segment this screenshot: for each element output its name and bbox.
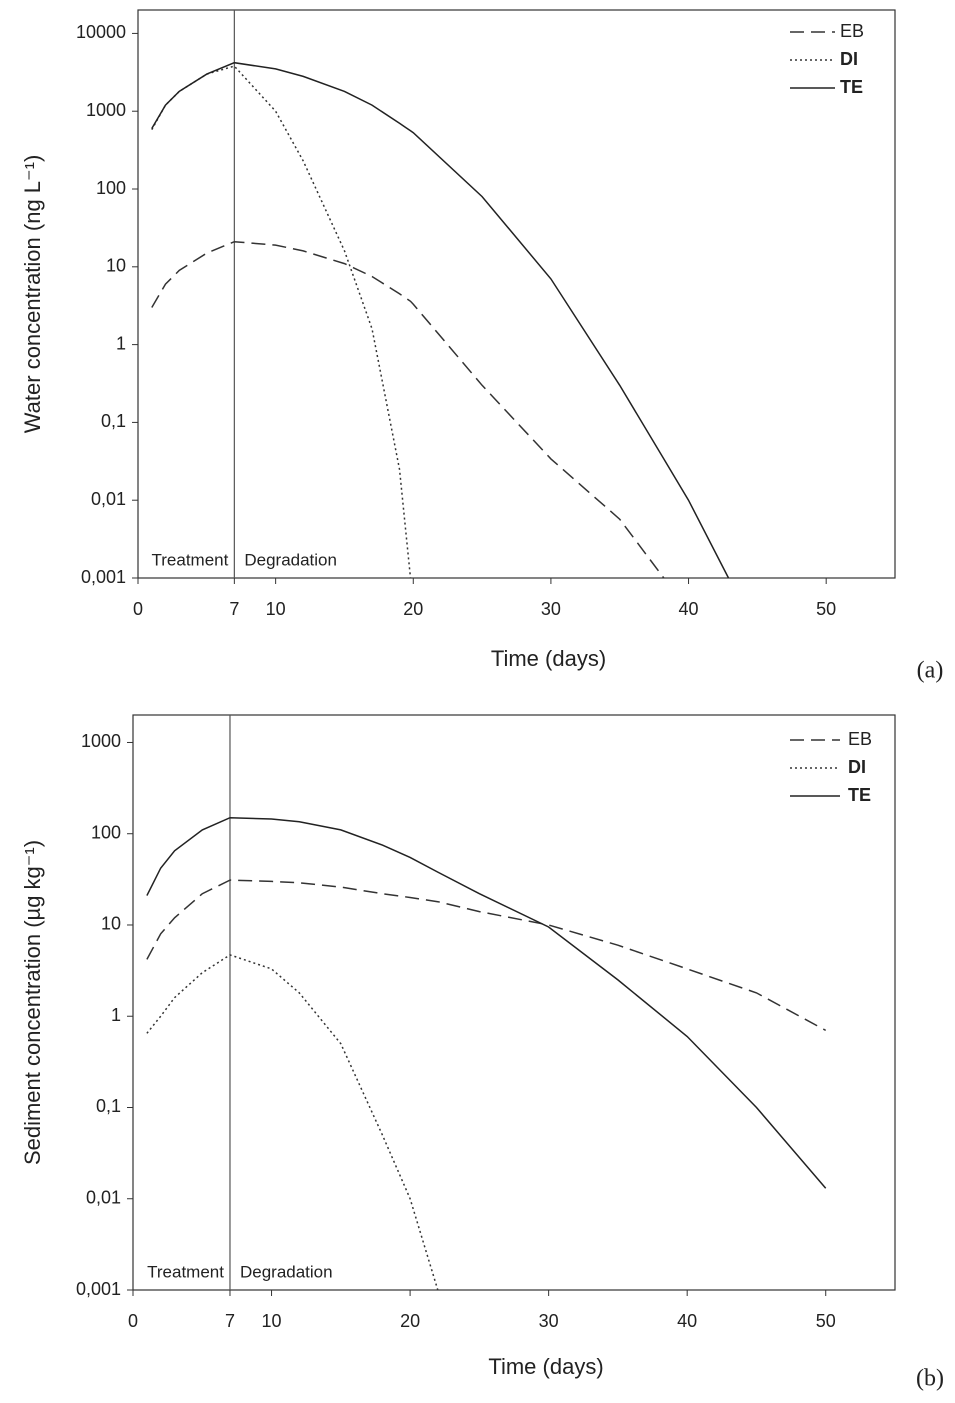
legend-label: TE xyxy=(840,77,863,97)
y-tick-label: 0,1 xyxy=(101,411,126,431)
y-tick-label: 10 xyxy=(106,256,126,276)
panel-label: (b) xyxy=(916,1366,944,1392)
y-tick-label: 10000 xyxy=(76,22,126,42)
x-axis-title: Time (days) xyxy=(488,1354,603,1379)
x-tick-label: 40 xyxy=(679,599,699,619)
x-tick-label: 0 xyxy=(128,1311,138,1331)
x-tick-label: 10 xyxy=(262,1311,282,1331)
series-line xyxy=(146,816,827,1189)
legend-label: EB xyxy=(840,21,864,41)
y-axis-title: Sediment concentration (µg kg⁻¹) xyxy=(20,840,45,1165)
annotation: Degradation xyxy=(244,550,337,569)
y-tick-label: 1 xyxy=(111,1005,121,1025)
y-tick-label: 0,001 xyxy=(81,567,126,587)
series-line xyxy=(151,240,665,579)
y-tick-label: 0,01 xyxy=(91,489,126,509)
x-tick-label: 7 xyxy=(229,599,239,619)
y-tick-label: 1000 xyxy=(86,100,126,120)
legend-label: DI xyxy=(848,757,866,777)
legend-label: EB xyxy=(848,729,872,749)
series-line xyxy=(151,65,412,579)
y-tick-label: 0,001 xyxy=(76,1279,121,1299)
annotation: Degradation xyxy=(240,1262,333,1281)
y-tick-label: 0,1 xyxy=(96,1096,121,1116)
y-tick-label: 10 xyxy=(101,914,121,934)
legend-label: DI xyxy=(840,49,858,69)
panel-label: (a) xyxy=(917,658,944,684)
x-tick-label: 30 xyxy=(541,599,561,619)
y-tick-label: 0,01 xyxy=(86,1187,121,1207)
x-tick-label: 20 xyxy=(403,599,423,619)
x-tick-label: 40 xyxy=(677,1311,697,1331)
plot-frame xyxy=(132,714,896,1291)
legend-label: TE xyxy=(848,785,871,805)
plot-frame xyxy=(137,9,896,579)
y-tick-label: 1 xyxy=(116,333,126,353)
x-tick-label: 7 xyxy=(225,1311,235,1331)
annotation: Treatment xyxy=(147,1262,224,1281)
x-tick-label: 50 xyxy=(816,1311,836,1331)
x-tick-label: 10 xyxy=(266,599,286,619)
series-line xyxy=(151,61,730,579)
series-line xyxy=(146,879,827,1032)
y-axis-title: Water concentration (ng L⁻¹) xyxy=(20,155,45,434)
y-tick-label: 100 xyxy=(91,822,121,842)
series-line xyxy=(146,954,439,1291)
annotation: Treatment xyxy=(152,550,229,569)
x-tick-label: 50 xyxy=(816,599,836,619)
x-tick-label: 30 xyxy=(539,1311,559,1331)
x-axis-title: Time (days) xyxy=(491,646,606,671)
x-tick-label: 20 xyxy=(400,1311,420,1331)
y-tick-label: 100 xyxy=(96,178,126,198)
y-tick-label: 1000 xyxy=(81,731,121,751)
x-tick-label: 0 xyxy=(133,599,143,619)
